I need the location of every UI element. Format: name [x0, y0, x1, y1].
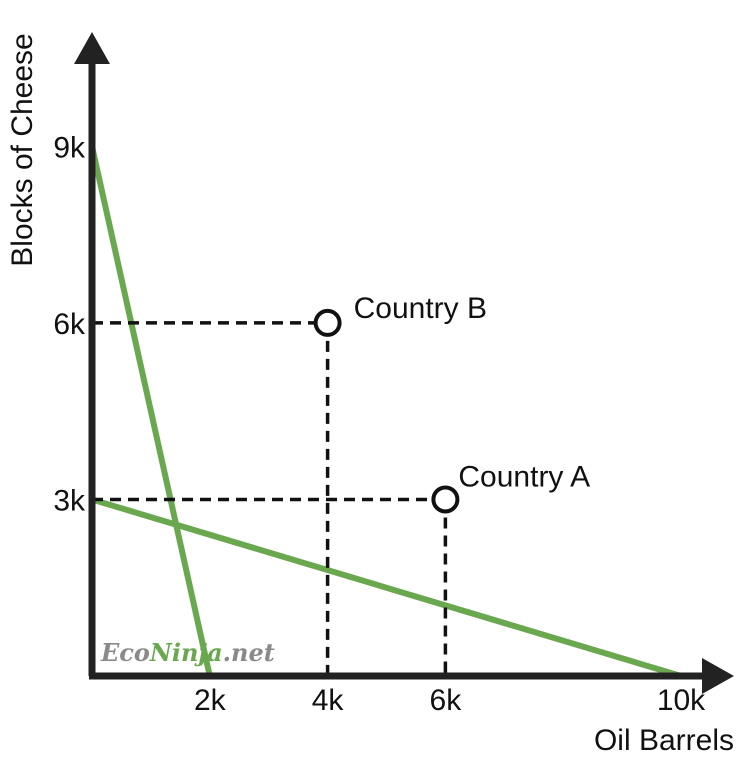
watermark-ninja: Ninja: [149, 638, 223, 667]
country-label: Country A: [458, 460, 590, 493]
econinja-watermark: EcoNinja.net: [100, 638, 275, 667]
y-axis-arrow-icon: [74, 32, 110, 64]
country-point-marker: [431, 485, 460, 514]
ppf-line-2: [91, 496, 682, 679]
y-axis-label: Blocks of Cheese: [6, 33, 39, 266]
ppf-lines: [89, 145, 682, 679]
y-tick-label: 3k: [53, 484, 86, 517]
x-axis-arrow-icon: [702, 658, 734, 694]
y-tick-label: 9k: [53, 131, 86, 164]
x-tick-label: 4k: [312, 684, 345, 717]
ppf-line-1: [89, 145, 213, 677]
country-point-marker: [313, 308, 342, 337]
x-tick-label: 10k: [657, 684, 706, 717]
country-points: Country B Country A: [313, 292, 590, 514]
x-tick-label: 6k: [430, 684, 463, 717]
x-axis-label: Oil Barrels: [594, 724, 734, 757]
y-tick-label: 6k: [53, 308, 86, 341]
tick-labels: 2k 4k 6k 10k 3k 6k 9k: [53, 131, 706, 717]
watermark-eco: Eco: [100, 638, 150, 667]
watermark-net: .net: [223, 638, 275, 667]
reference-dashes: [92, 321, 448, 676]
x-tick-label: 2k: [194, 684, 227, 717]
country-label: Country B: [354, 292, 487, 325]
